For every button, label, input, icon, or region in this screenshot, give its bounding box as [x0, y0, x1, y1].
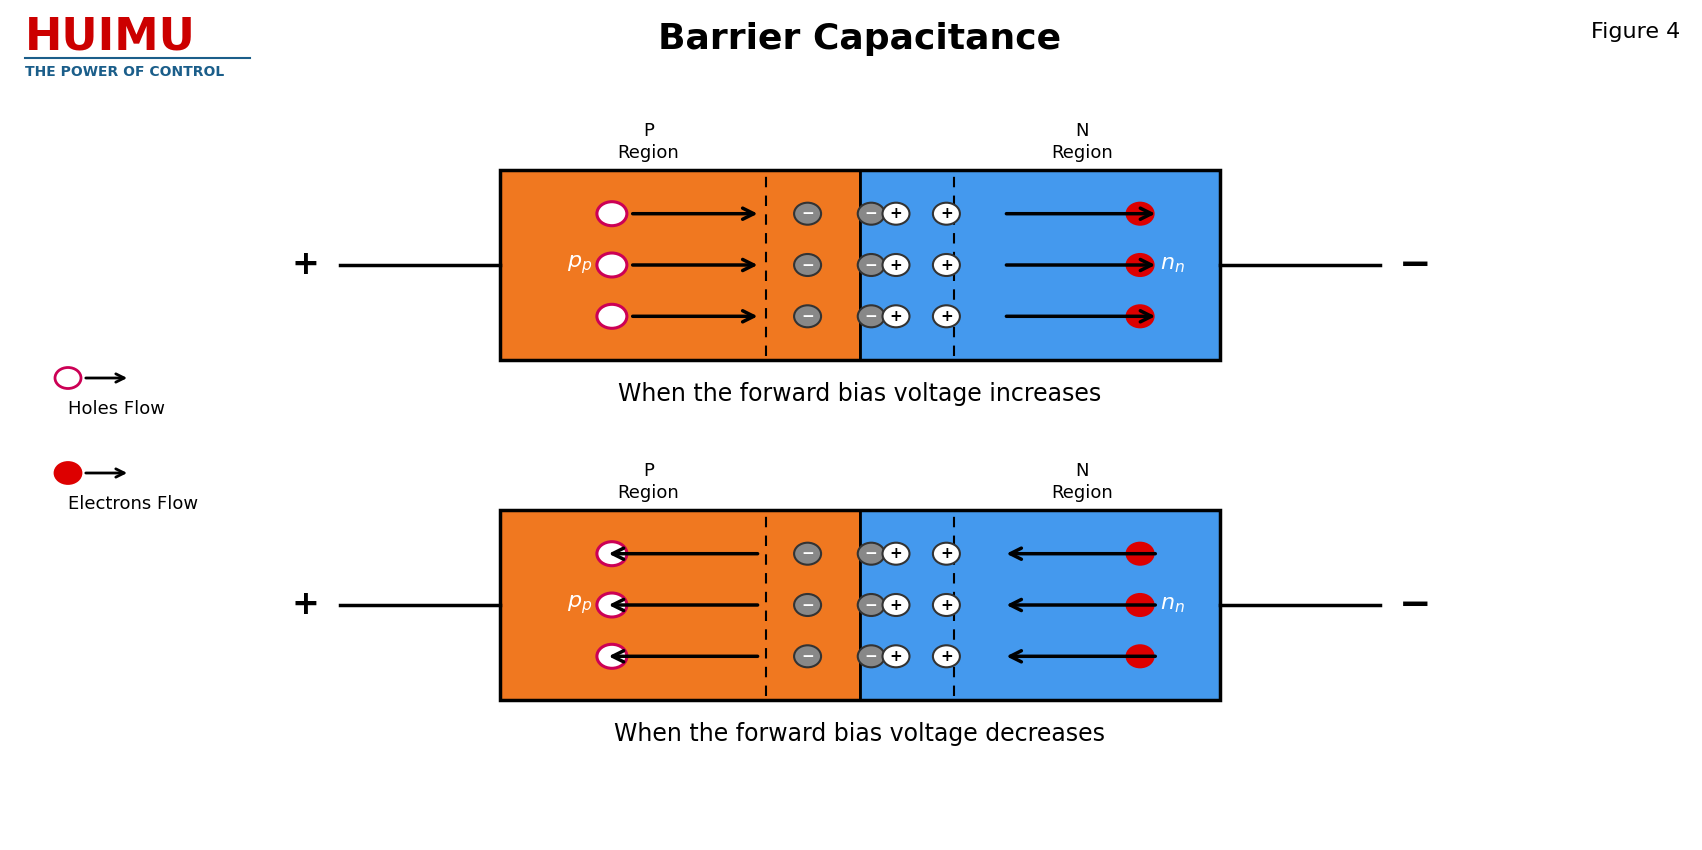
Text: −: −: [865, 598, 878, 613]
Text: −: −: [865, 207, 878, 221]
Text: +: +: [890, 598, 902, 613]
Text: −: −: [865, 258, 878, 273]
Bar: [860, 170, 1220, 360]
Ellipse shape: [795, 202, 820, 224]
Ellipse shape: [883, 594, 909, 616]
Text: $p_p$: $p_p$: [567, 253, 592, 276]
Ellipse shape: [858, 305, 885, 327]
Text: Barrier Capacitance: Barrier Capacitance: [659, 22, 1062, 56]
Text: +: +: [291, 588, 318, 621]
Text: $n_n$: $n_n$: [1161, 255, 1185, 275]
Ellipse shape: [1127, 305, 1154, 327]
Text: +: +: [291, 248, 318, 281]
Ellipse shape: [1127, 254, 1154, 276]
Ellipse shape: [883, 305, 909, 327]
Text: When the forward bias voltage increases: When the forward bias voltage increases: [618, 382, 1101, 406]
Ellipse shape: [795, 594, 820, 616]
Text: P
Region: P Region: [618, 462, 679, 502]
Text: −: −: [802, 309, 814, 324]
Ellipse shape: [54, 367, 82, 388]
Text: +: +: [940, 649, 953, 664]
Bar: [500, 510, 1220, 700]
Text: +: +: [890, 649, 902, 664]
Text: −: −: [802, 207, 814, 221]
Ellipse shape: [858, 645, 885, 667]
Text: −: −: [802, 649, 814, 664]
Ellipse shape: [883, 542, 909, 564]
Ellipse shape: [933, 645, 960, 667]
Ellipse shape: [1127, 594, 1154, 616]
Text: $p_p$: $p_p$: [567, 593, 592, 616]
Text: +: +: [890, 258, 902, 273]
Text: −: −: [865, 547, 878, 561]
Text: −: −: [865, 649, 878, 664]
Text: +: +: [940, 598, 953, 613]
Text: N
Region: N Region: [1050, 122, 1113, 162]
Ellipse shape: [933, 305, 960, 327]
Text: +: +: [940, 258, 953, 273]
Text: P
Region: P Region: [618, 122, 679, 162]
Ellipse shape: [795, 542, 820, 564]
Ellipse shape: [597, 304, 626, 328]
Text: −: −: [802, 547, 814, 561]
Ellipse shape: [597, 253, 626, 277]
Ellipse shape: [597, 644, 626, 668]
Ellipse shape: [858, 542, 885, 564]
Ellipse shape: [1127, 542, 1154, 564]
Ellipse shape: [883, 645, 909, 667]
Ellipse shape: [883, 254, 909, 276]
Text: HUIMU: HUIMU: [26, 15, 196, 58]
Text: N
Region: N Region: [1050, 462, 1113, 502]
Text: Holes Flow: Holes Flow: [68, 400, 165, 418]
Text: −: −: [802, 258, 814, 273]
Text: −: −: [1399, 246, 1431, 284]
Text: When the forward bias voltage decreases: When the forward bias voltage decreases: [614, 722, 1106, 746]
Text: Figure 4: Figure 4: [1591, 22, 1680, 42]
Bar: [860, 510, 1220, 700]
Ellipse shape: [597, 593, 626, 617]
Text: −: −: [1399, 586, 1431, 624]
Bar: [500, 510, 860, 700]
Ellipse shape: [795, 254, 820, 276]
Ellipse shape: [933, 594, 960, 616]
Ellipse shape: [54, 462, 82, 484]
Text: +: +: [940, 547, 953, 561]
Ellipse shape: [883, 202, 909, 224]
Text: −: −: [865, 309, 878, 324]
Ellipse shape: [858, 594, 885, 616]
Bar: [500, 170, 860, 360]
Text: +: +: [890, 309, 902, 324]
Bar: [500, 170, 1220, 360]
Ellipse shape: [933, 202, 960, 224]
Ellipse shape: [795, 305, 820, 327]
Ellipse shape: [795, 645, 820, 667]
Ellipse shape: [597, 201, 626, 226]
Text: +: +: [940, 207, 953, 221]
Ellipse shape: [933, 254, 960, 276]
Ellipse shape: [597, 541, 626, 566]
Text: −: −: [802, 598, 814, 613]
Ellipse shape: [933, 542, 960, 564]
Text: +: +: [940, 309, 953, 324]
Text: THE POWER OF CONTROL: THE POWER OF CONTROL: [26, 65, 225, 79]
Ellipse shape: [858, 254, 885, 276]
Ellipse shape: [1127, 645, 1154, 667]
Text: +: +: [890, 547, 902, 561]
Text: $n_n$: $n_n$: [1161, 595, 1185, 615]
Ellipse shape: [1127, 202, 1154, 224]
Ellipse shape: [858, 202, 885, 224]
Text: +: +: [890, 207, 902, 221]
Text: Electrons Flow: Electrons Flow: [68, 495, 197, 513]
